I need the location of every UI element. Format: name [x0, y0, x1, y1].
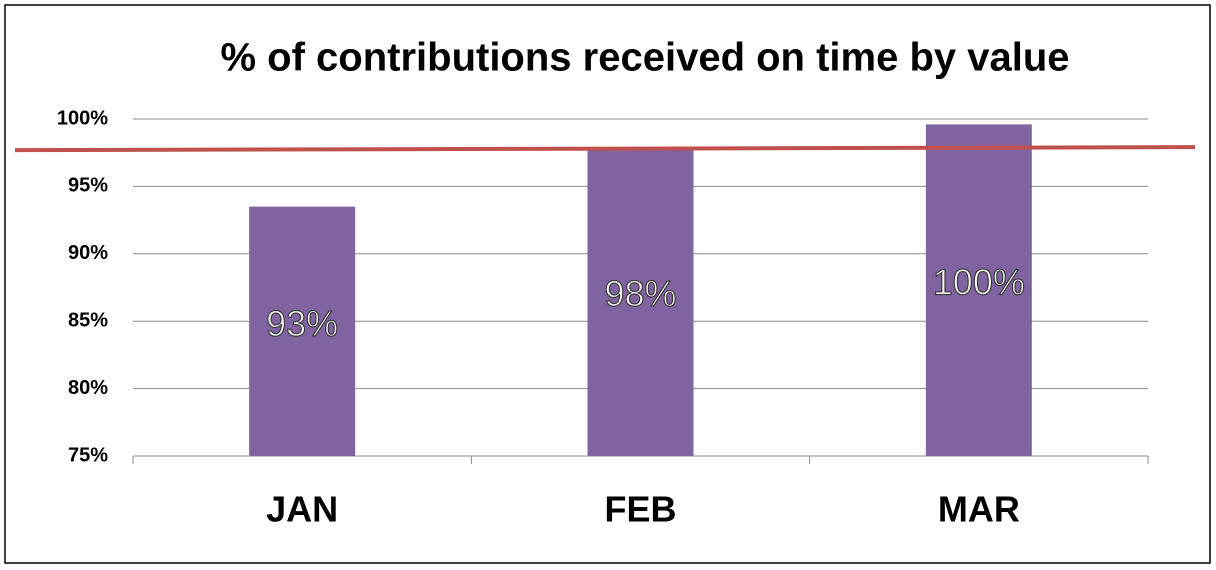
x-tick-label: MAR [938, 489, 1020, 530]
y-tick-label: 85% [68, 309, 108, 331]
target-line [14, 145, 1196, 153]
y-tick-label: 80% [68, 377, 108, 399]
bar [249, 206, 356, 456]
y-tick-label: 100% [57, 107, 108, 129]
x-tick-label: JAN [266, 489, 338, 530]
value-label: 98% [604, 273, 676, 314]
x-tick-label: FEB [605, 489, 677, 530]
chart-title: % of contributions received on time by v… [220, 36, 1069, 80]
y-tick-label: 95% [68, 175, 108, 197]
value-label: 100% [933, 262, 1025, 303]
bar [587, 147, 694, 457]
y-tick-label: 75% [68, 444, 108, 466]
value-label: 93% [266, 303, 338, 344]
y-tick-label: 90% [68, 242, 108, 264]
bar [925, 124, 1032, 456]
